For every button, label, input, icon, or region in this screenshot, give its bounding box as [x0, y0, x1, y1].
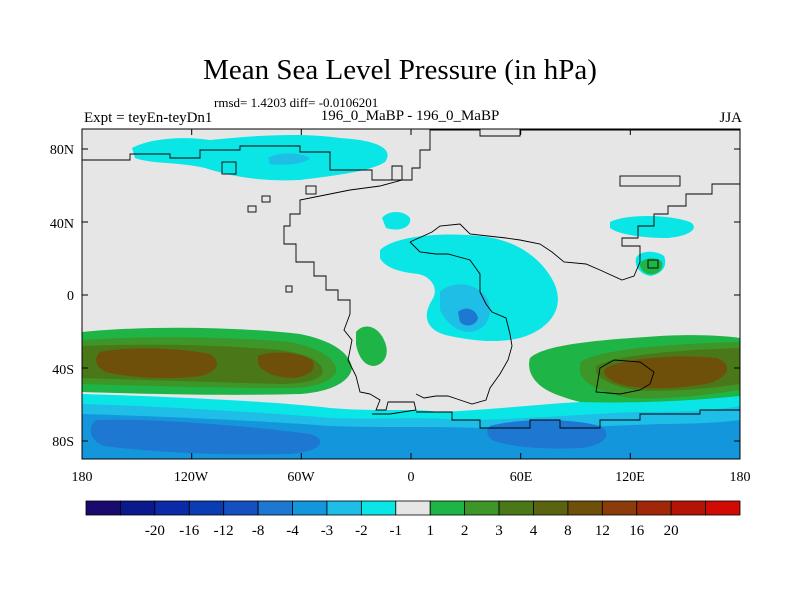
- colorbar-swatch: [223, 500, 259, 516]
- colorbar-swatch: [533, 500, 569, 516]
- colorbar-label: 16: [629, 523, 645, 539]
- south-pacific-high-core2: [258, 352, 314, 378]
- island-outline-2: [261, 195, 271, 203]
- ne-asia-low-region: [610, 216, 694, 238]
- colorbar-label: 1: [426, 523, 434, 539]
- rmsd-diff-stats: rmsd= 1.4203 diff= -0.0106201: [214, 95, 379, 110]
- colorbar-swatch: [188, 500, 225, 516]
- colorbar-swatch: [429, 500, 466, 516]
- colorbar-swatch: [464, 500, 500, 516]
- colorbar-swatch: [292, 500, 328, 516]
- colorbar-label: -1: [390, 523, 403, 539]
- colorbar-swatch: [326, 500, 362, 516]
- arctic-low-region: [132, 134, 388, 181]
- colorbar-swatch: [498, 500, 534, 516]
- south-indian-high-core: [604, 356, 728, 389]
- north-american-coastline: [82, 145, 403, 395]
- lon-tick-label: 60W: [287, 470, 315, 485]
- experiment-label: Expt = teyEn-teyDn1: [84, 110, 213, 126]
- colorbar-label: 8: [564, 523, 572, 539]
- colorbar-swatch: [601, 500, 638, 516]
- eurasian-coastline: [392, 129, 740, 281]
- colorbar-swatch: [257, 500, 293, 516]
- lon-tick-label: 120E: [615, 470, 645, 485]
- lon-tick-label: 180: [730, 470, 751, 485]
- lon-tick-label: 0: [408, 470, 415, 485]
- lon-tick-label: 120W: [174, 470, 209, 485]
- australian-coastline: [595, 359, 655, 395]
- tropical-blue-core: [440, 284, 490, 332]
- colorbar: [85, 500, 741, 516]
- lat-tick-label: 40N: [50, 217, 74, 232]
- colorbar-label: -3: [321, 523, 334, 539]
- colorbar-label: 12: [595, 523, 610, 539]
- colorbar-swatch: [154, 500, 190, 516]
- greenland-outline: [221, 161, 237, 175]
- south-pacific-high-core: [96, 348, 217, 379]
- colorbar-label: 4: [530, 523, 538, 539]
- colorbar-label: 2: [461, 523, 469, 539]
- colorbar-label: -12: [214, 523, 234, 539]
- colorbar-label: -2: [355, 523, 368, 539]
- colorbar-label: 20: [664, 523, 679, 539]
- pacific-high-spot: [640, 258, 663, 275]
- lon-tick-label: 60E: [510, 470, 533, 485]
- colorbar-labels: -20 -16 -12 -8 -4 -3 -2 -1 1 2 3 4 8 12 16 20: [145, 523, 679, 539]
- lat-tick-label: 80S: [52, 435, 74, 450]
- antarctic-low-core-west: [90, 419, 321, 455]
- island-outline-1: [247, 205, 257, 213]
- europe-low-region: [382, 212, 411, 230]
- chart-title: Mean Sea Level Pressure (in hPa): [203, 54, 597, 86]
- lat-tick-label: 0: [67, 289, 74, 304]
- south-america-high-region: [356, 326, 387, 366]
- antarctic-low-core-east: [487, 420, 607, 449]
- arctic-blue-core: [268, 153, 310, 165]
- colorbar-swatch: [395, 500, 431, 516]
- colorbar-swatch: [85, 500, 121, 516]
- colorbar-label: -8: [252, 523, 265, 539]
- colorbar-label: -20: [145, 523, 165, 539]
- colorbar-label: 3: [495, 523, 503, 539]
- season-label: JJA: [719, 110, 742, 126]
- colorbar-label: -16: [179, 523, 199, 539]
- iceland-outline: [285, 285, 293, 293]
- south-american-coastline: [369, 393, 417, 415]
- tropical-deep-core: [458, 308, 478, 326]
- colorbar-swatch: [360, 500, 397, 516]
- latitude-axis: 80N 40N 0 40S 80S: [50, 143, 74, 450]
- axis-ticks: [81, 129, 741, 459]
- island-outline-5: [619, 175, 681, 187]
- lon-tick-label: 180: [72, 470, 93, 485]
- island-outline-4: [647, 259, 659, 269]
- lat-tick-label: 40S: [52, 363, 74, 378]
- colorbar-swatch: [705, 500, 741, 516]
- antarctic-coastline: [416, 409, 740, 429]
- period-label: 196_0_MaBP - 196_0_MaBP: [320, 108, 500, 124]
- lat-tick-label: 80N: [50, 143, 74, 158]
- colorbar-swatch: [636, 500, 672, 516]
- colorbar-swatch: [670, 500, 706, 516]
- colorbar-swatch: [567, 500, 603, 516]
- colorbar-label: -4: [286, 523, 299, 539]
- longitude-axis: 180 120W 60W 0 60E 120E 180: [72, 470, 751, 485]
- pressure-anomaly-contours: [82, 129, 740, 459]
- african-coastline: [409, 241, 513, 405]
- island-outline-3: [305, 185, 317, 195]
- colorbar-swatch: [120, 500, 156, 516]
- coastlines: [82, 129, 740, 429]
